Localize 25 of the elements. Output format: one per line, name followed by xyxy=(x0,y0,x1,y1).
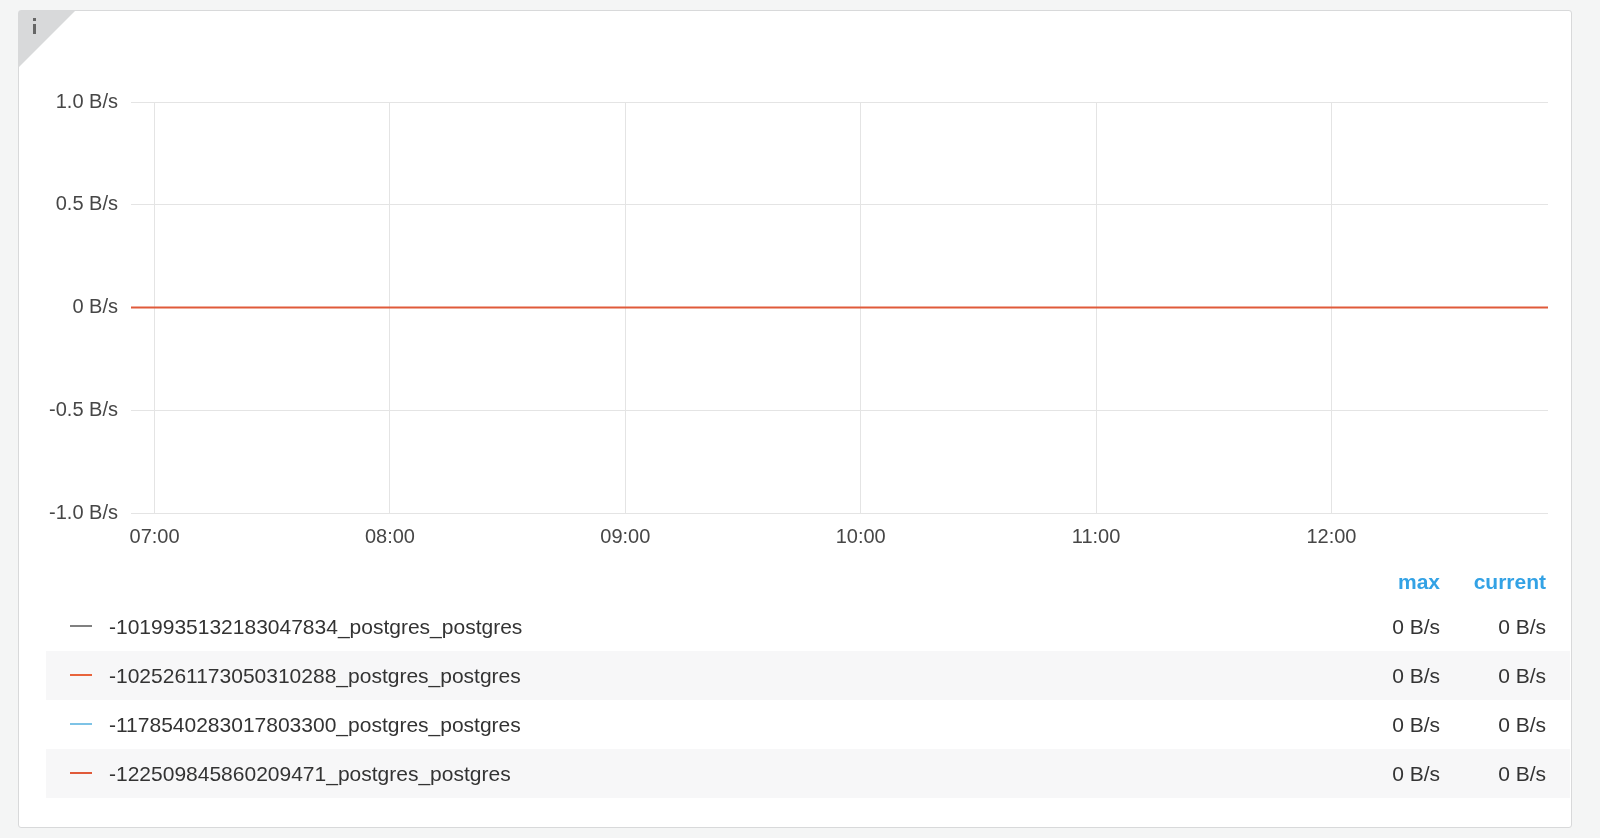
text: 0 B/s xyxy=(1392,614,1440,640)
legend-label: -122509845860209471_postgres_postgres xyxy=(109,761,511,788)
x-tick-label: 07:00 xyxy=(129,524,180,547)
x-tick-label: 10:00 xyxy=(835,524,886,547)
text: 0 B/s xyxy=(1392,761,1440,787)
text: 0 B/s xyxy=(1392,663,1440,689)
text: 0 B/s xyxy=(1498,712,1546,738)
x-tick-label: 12:00 xyxy=(1306,524,1357,547)
text: 0 B/s xyxy=(1498,663,1546,689)
y-tick-label: 1.0 B/s xyxy=(55,89,118,112)
x-tick-label: 09:00 xyxy=(600,524,651,547)
legend-label: -1019935132183047834_postgres_postgres xyxy=(109,614,523,641)
text: current xyxy=(1473,569,1546,595)
text: 0 B/s xyxy=(1498,614,1546,640)
text: max xyxy=(1397,569,1440,595)
text: 0 B/s xyxy=(1392,712,1440,738)
y-tick-label: 0.5 B/s xyxy=(55,192,118,215)
text: 0 B/s xyxy=(1498,761,1546,787)
y-tick-label: -0.5 B/s xyxy=(49,397,118,420)
y-tick-label: 0 B/s xyxy=(72,295,118,318)
x-tick-label: 11:00 xyxy=(1071,524,1121,547)
legend-label: -1025261173050310288_postgres_postgres xyxy=(109,663,521,690)
x-tick-label: 08:00 xyxy=(364,524,415,547)
y-tick-label: -1.0 B/s xyxy=(49,500,118,523)
legend-label: -1178540283017803300_postgres_postgres xyxy=(109,712,521,739)
